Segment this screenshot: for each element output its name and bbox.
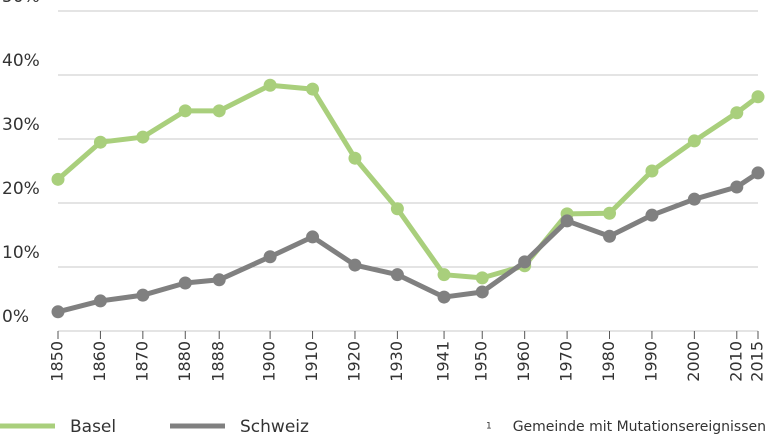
- x-tick-label: 1880: [175, 341, 194, 382]
- x-tick-label: 1950: [472, 341, 491, 382]
- point: [212, 104, 226, 118]
- legend-label: Basel: [70, 417, 116, 437]
- series-line: [56, 82, 760, 281]
- point: [93, 135, 107, 149]
- point: [437, 268, 451, 282]
- x-tick-label: 2015: [748, 341, 767, 382]
- point: [437, 290, 451, 304]
- point: [136, 130, 150, 144]
- point: [306, 230, 320, 244]
- point: [603, 206, 617, 220]
- point: [518, 255, 532, 269]
- point: [390, 268, 404, 282]
- point: [306, 82, 320, 96]
- x-tick-label: 1888: [209, 341, 228, 382]
- point: [51, 305, 65, 319]
- y-tick-label: 0%: [2, 307, 29, 327]
- point: [212, 273, 226, 287]
- y-tick-label: 20%: [2, 179, 40, 199]
- point: [136, 288, 150, 302]
- y-tick-label: 50%: [2, 0, 40, 7]
- point: [603, 229, 617, 243]
- point: [730, 180, 744, 194]
- point: [687, 192, 701, 206]
- x-tick-label: 1920: [344, 341, 363, 382]
- point: [178, 276, 192, 290]
- point: [390, 202, 404, 216]
- y-tick-label: 40%: [2, 51, 40, 71]
- x-tick-label: 2010: [726, 341, 745, 382]
- x-tick-label: 1941: [434, 341, 453, 382]
- point: [178, 104, 192, 118]
- note: Gemeinde mit Mutationsereignissen: [513, 419, 766, 435]
- point: [263, 78, 277, 92]
- point: [645, 164, 659, 178]
- x-tick-label: 1910: [302, 341, 321, 382]
- x-tick-label: 1870: [132, 341, 151, 382]
- point: [51, 172, 65, 186]
- note-marker: 1: [486, 422, 492, 432]
- x-tick-label: 1970: [557, 341, 576, 382]
- point: [475, 285, 489, 299]
- x-tick-label: 1960: [514, 341, 533, 382]
- point: [93, 294, 107, 308]
- x-tick-label: 1990: [641, 341, 660, 382]
- point: [730, 106, 744, 120]
- y-tick-label: 10%: [2, 243, 40, 263]
- x-tick-label: 1860: [90, 341, 109, 382]
- y-tick-label: 30%: [2, 115, 40, 135]
- point: [687, 134, 701, 148]
- x-tick-label: 1900: [260, 341, 279, 382]
- legend-label: Schweiz: [240, 417, 309, 437]
- point: [348, 258, 362, 272]
- point: [348, 151, 362, 165]
- point: [645, 208, 659, 222]
- point: [475, 271, 489, 285]
- series-line: [57, 170, 760, 315]
- x-tick-label: 1850: [48, 341, 67, 382]
- point: [560, 214, 574, 228]
- point: [263, 250, 277, 264]
- point: [751, 90, 765, 104]
- x-tick-label: 1930: [387, 341, 406, 382]
- x-tick-label: 1980: [599, 341, 618, 382]
- x-tick-label: 2000: [684, 341, 703, 382]
- point: [751, 166, 765, 180]
